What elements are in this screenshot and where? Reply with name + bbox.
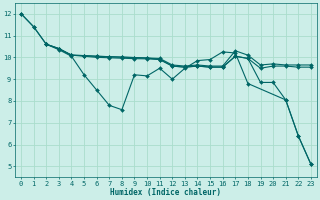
X-axis label: Humidex (Indice chaleur): Humidex (Indice chaleur) <box>110 188 221 197</box>
